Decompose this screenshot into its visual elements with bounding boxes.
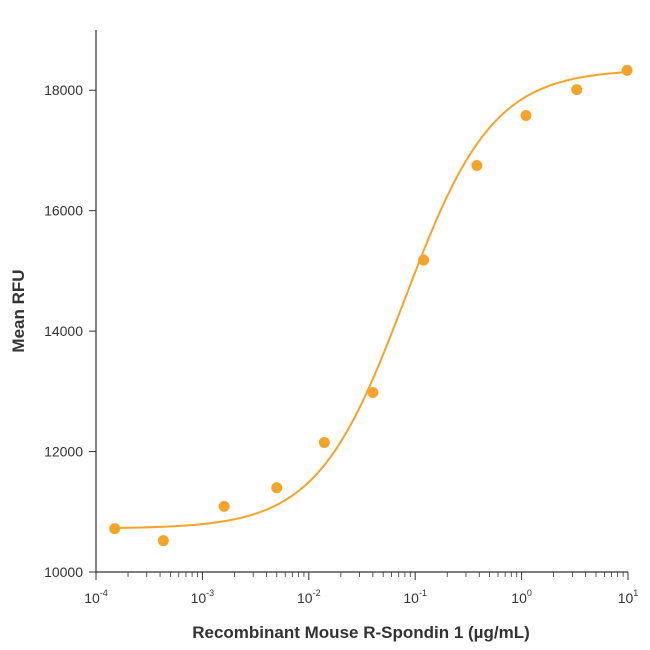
data-point bbox=[157, 535, 169, 547]
y-tick-label: 18000 bbox=[44, 82, 83, 98]
x-tick-label: 101 bbox=[618, 588, 639, 606]
fit-curve bbox=[114, 71, 628, 530]
x-tick-label: 10-3 bbox=[191, 588, 215, 606]
data-point bbox=[109, 523, 121, 535]
data-point bbox=[367, 387, 379, 399]
axes: 10000 12000 14000 16000 18000 10-4 10-3 10-2 10-… bbox=[44, 30, 638, 606]
x-tick-label: 10-4 bbox=[84, 588, 108, 606]
data-points-layer bbox=[109, 64, 633, 547]
x-axis-title: Recombinant Mouse R-Spondin 1 (µg/mL) bbox=[192, 623, 530, 642]
data-point bbox=[621, 64, 633, 76]
data-point bbox=[418, 254, 430, 266]
y-axis-title: Mean RFU bbox=[9, 269, 28, 352]
y-tick-label: 10000 bbox=[44, 564, 83, 580]
x-tick-label: 10-1 bbox=[403, 588, 427, 606]
fit-curve-layer bbox=[114, 71, 628, 530]
x-tick-label: 100 bbox=[511, 588, 532, 606]
data-point bbox=[218, 500, 230, 512]
y-tick-label: 16000 bbox=[44, 203, 83, 219]
y-tick-label: 14000 bbox=[44, 323, 83, 339]
data-point bbox=[571, 84, 583, 96]
data-point bbox=[471, 160, 483, 171]
data-point bbox=[318, 437, 330, 449]
data-point bbox=[271, 482, 283, 494]
x-tick-label: 10-2 bbox=[297, 588, 321, 606]
data-point bbox=[520, 110, 532, 122]
y-tick-label: 12000 bbox=[44, 444, 83, 460]
